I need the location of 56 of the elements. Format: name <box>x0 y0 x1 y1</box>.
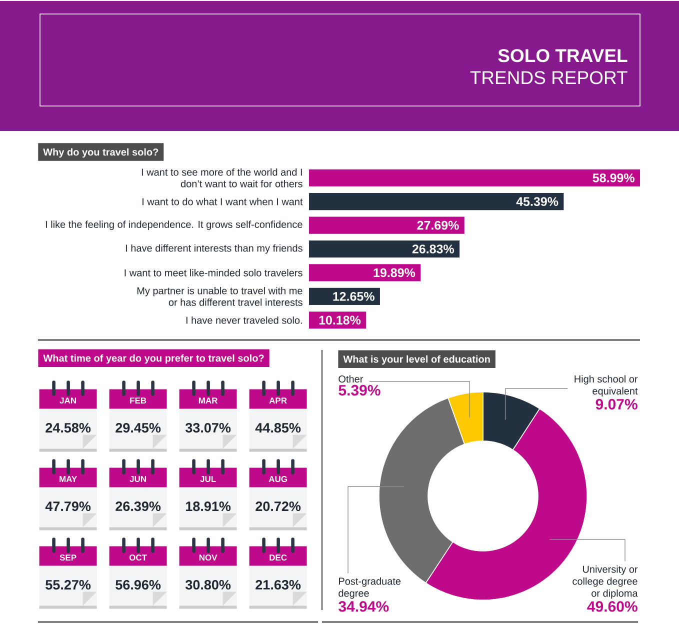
data-label: 18.91% <box>186 502 231 512</box>
data-label: 47.79% <box>45 502 91 512</box>
data-label: 44.85% <box>255 423 301 433</box>
data-label: 9.07% <box>596 398 638 410</box>
category-label: FEB <box>130 398 146 404</box>
y-tick-label: I like the feeling of independence. It grows self-confidence <box>46 220 302 230</box>
data-label: 24.58% <box>46 423 91 433</box>
text: What time of year do you prefer to travel solo? <box>43 354 264 364</box>
category-label: AUG <box>268 476 287 482</box>
data-label: 30.80% <box>185 580 231 590</box>
bar <box>309 169 640 186</box>
data-label: 33.07% <box>185 423 231 433</box>
data-label: 5.39% <box>338 384 380 396</box>
text: TRENDS REPORT <box>470 71 628 84</box>
data-label: 26.83% <box>412 244 454 254</box>
data-label: 55.27% <box>46 580 91 590</box>
category-label: DEC <box>270 554 287 561</box>
category-label: MAY <box>60 476 77 482</box>
text: Why do you travel solo? <box>43 148 158 158</box>
category-label: JAN <box>60 398 76 404</box>
data-label: 56.96% <box>116 580 161 590</box>
y-tick-label: I have different interests than my friends <box>126 244 302 254</box>
y-tick-label: I want to meet like-minded solo travelers <box>124 269 302 276</box>
slice-label: High school or equivalent <box>574 375 638 397</box>
slice-label: Post-graduate degree <box>338 577 401 599</box>
y-tick-label: I want to do what I want when I want <box>142 198 303 206</box>
category-label: OCT <box>129 554 147 561</box>
data-label: 21.63% <box>256 580 301 590</box>
text: SOLO TRAVEL <box>498 49 628 62</box>
data-label: 10.18% <box>319 316 361 325</box>
bar <box>309 264 421 282</box>
category-label: SEP <box>60 554 76 561</box>
data-label: 12.65% <box>333 292 374 301</box>
data-label: 20.72% <box>256 502 301 512</box>
y-tick-label: I have never traveled solo. <box>186 316 302 324</box>
category-label: JUL <box>200 476 216 482</box>
data-label: 58.99% <box>592 173 634 182</box>
data-label: 34.94% <box>338 601 389 612</box>
data-label: 45.39% <box>516 197 558 206</box>
data-label: 27.69% <box>417 220 459 230</box>
bar <box>309 193 564 210</box>
category-label: JUN <box>130 476 146 482</box>
data-label: 26.39% <box>116 502 161 512</box>
bar <box>309 240 460 258</box>
data-label: 49.60% <box>587 601 638 612</box>
data-label: 29.45% <box>116 423 161 433</box>
y-tick-label: My partner is unable to travel with me or has different travel interests <box>137 286 302 306</box>
category-label: NOV <box>199 554 218 561</box>
category-label: APR <box>269 398 287 404</box>
y-tick-label: I want to see more of the world and I don’t want to wait for others <box>142 168 302 188</box>
category-label: MAR <box>198 398 218 404</box>
bar <box>309 216 464 234</box>
slice-label: Other <box>338 375 364 383</box>
slice-label: University or college degree or diploma <box>572 565 638 599</box>
data-label: 19.89% <box>374 268 416 278</box>
chart-title: What is your level of education <box>343 355 490 365</box>
